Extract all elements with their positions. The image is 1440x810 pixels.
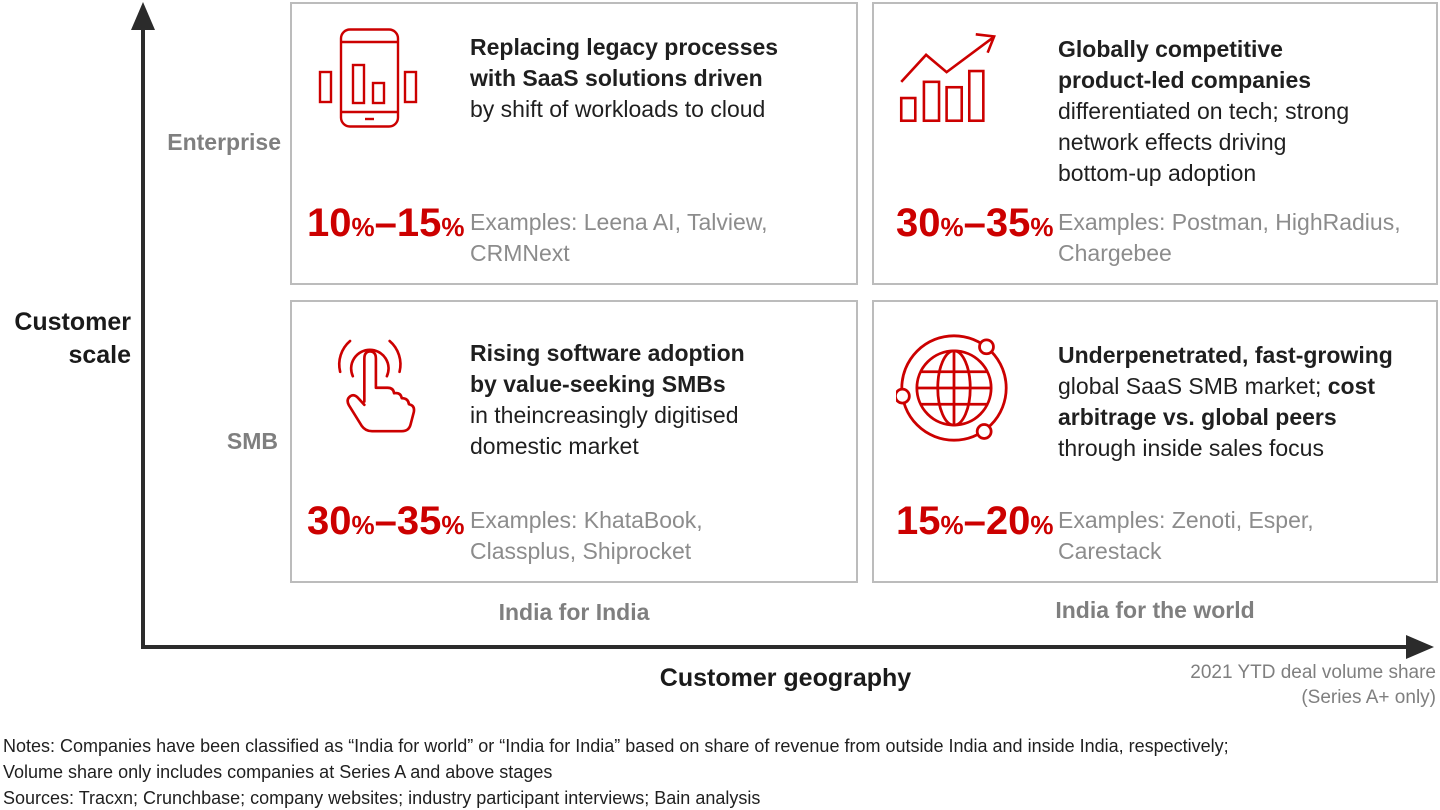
range-dash: – — [963, 201, 986, 245]
notes-line-1: Notes: Companies have been classified as… — [3, 736, 1229, 756]
examples-line-2: Carestack — [1058, 538, 1162, 564]
footnotes: Notes: Companies have been classified as… — [3, 733, 1229, 810]
headline-segment: differentiated on tech; strong — [1058, 98, 1350, 124]
headline-segment: with SaaS solutions driven — [470, 65, 763, 91]
examples-line-1: Examples: Postman, HighRadius, — [1058, 209, 1401, 235]
examples-line-2: Chargebee — [1058, 240, 1172, 266]
share-value: 30 — [307, 499, 352, 543]
headline-segment: by shift of workloads to cloud — [470, 96, 766, 122]
y-axis-line — [141, 20, 145, 649]
share-value: 15 — [396, 201, 442, 245]
headline-segment: cost — [1327, 373, 1376, 399]
examples-line-2: Classplus, Shiprocket — [470, 538, 692, 564]
headline-segment: by value-seeking SMBs — [470, 371, 726, 397]
row-label-smb: SMB — [226, 428, 278, 454]
share-value: 35 — [985, 201, 1031, 245]
share-value: 20 — [985, 499, 1031, 543]
quadrant-headline: Underpenetrated, fast-growing global Saa… — [1058, 340, 1393, 464]
headline-segment: Rising software adoption — [470, 340, 745, 366]
headline-segment: Underpenetrated, fast-growing — [1058, 342, 1393, 368]
deal-volume-share: 30%–35% — [896, 200, 1054, 250]
headline-segment: Globally competitive — [1058, 36, 1283, 62]
quadrant-headline: Replacing legacy processes with SaaS sol… — [470, 32, 778, 125]
examples-line-1: Examples: KhataBook, — [470, 507, 703, 533]
percent-sign: % — [351, 212, 375, 242]
quadrant-smb-india-for-india: Rising software adoption by value-seekin… — [290, 300, 858, 583]
annotation-line-1: 2021 YTD deal volume share — [1190, 662, 1436, 683]
column-label-india-for-world: India for the world — [1055, 597, 1255, 623]
y-axis-title: Customer scale — [14, 308, 131, 369]
quadrant-examples: Examples: Zenoti, Esper, Carestack — [1058, 505, 1314, 567]
deal-volume-share: 15%–20% — [896, 498, 1054, 548]
headline-segment: global SaaS SMB market; — [1058, 373, 1328, 399]
x-axis-annotation: 2021 YTD deal volume share (Series A+ on… — [1000, 660, 1436, 710]
column-label-india-for-india: India for India — [498, 599, 650, 625]
percent-sign: % — [1030, 510, 1054, 540]
percent-sign: % — [940, 212, 964, 242]
examples-line-1: Examples: Leena AI, Talview, — [470, 209, 768, 235]
headline-segment: product-led companies — [1058, 67, 1312, 93]
share-value: 30 — [896, 201, 941, 245]
deal-volume-share: 30%–35% — [307, 498, 465, 548]
notes-line-2: Volume share only includes companies at … — [3, 762, 553, 782]
quadrant-examples: Examples: Leena AI, Talview, CRMNext — [470, 207, 767, 269]
headline-segment: bottom-up adoption — [1058, 160, 1257, 186]
headline-segment: network effects driving — [1058, 129, 1287, 155]
quadrant-examples: Examples: Postman, HighRadius, Chargebee — [1058, 207, 1401, 269]
quadrant-examples: Examples: KhataBook, Classplus, Shiprock… — [470, 505, 703, 567]
x-axis-line — [141, 645, 1413, 649]
range-dash: – — [374, 201, 397, 245]
row-label-enterprise: Enterprise — [167, 129, 281, 155]
quadrant-enterprise-india-for-india: Replacing legacy processes with SaaS sol… — [290, 2, 858, 285]
x-axis-arrow-icon — [1406, 635, 1434, 659]
share-value: 35 — [396, 499, 442, 543]
examples-line-1: Examples: Zenoti, Esper, — [1058, 507, 1314, 533]
percent-sign: % — [351, 510, 375, 540]
headline-segment: domestic market — [470, 433, 639, 459]
growth-chart-icon — [898, 30, 1006, 138]
annotation-line-2: (Series A+ only) — [1301, 687, 1436, 708]
quadrant-smb-india-for-world: Underpenetrated, fast-growing global Saa… — [872, 300, 1438, 583]
sources-line: Sources: Tracxn; Crunchbase; company web… — [3, 788, 761, 808]
percent-sign: % — [441, 212, 465, 242]
tap-icon — [322, 330, 432, 440]
percent-sign: % — [1030, 212, 1054, 242]
headline-segment: Replacing legacy processes — [470, 34, 779, 60]
share-value: 10 — [307, 201, 352, 245]
headline-segment: arbitrage vs. global peers — [1058, 404, 1337, 430]
mobile-app-bars-icon — [318, 28, 418, 128]
globe-orbit-icon — [896, 330, 1012, 446]
x-axis-title: Customer geography — [659, 664, 912, 692]
share-value: 15 — [896, 499, 941, 543]
range-dash: – — [374, 499, 397, 543]
headline-segment: through inside sales focus — [1058, 435, 1324, 461]
deal-volume-share: 10%–15% — [307, 200, 465, 250]
examples-line-2: CRMNext — [470, 240, 570, 266]
quadrant-enterprise-india-for-world: Globally competitive product-led compani… — [872, 2, 1438, 285]
quadrant-headline: Globally competitive product-led compani… — [1058, 34, 1349, 189]
quadrant-headline: Rising software adoption by value-seekin… — [470, 338, 745, 462]
range-dash: – — [963, 499, 986, 543]
percent-sign: % — [940, 510, 964, 540]
percent-sign: % — [441, 510, 465, 540]
headline-segment: in theincreasingly digitised — [470, 402, 739, 428]
